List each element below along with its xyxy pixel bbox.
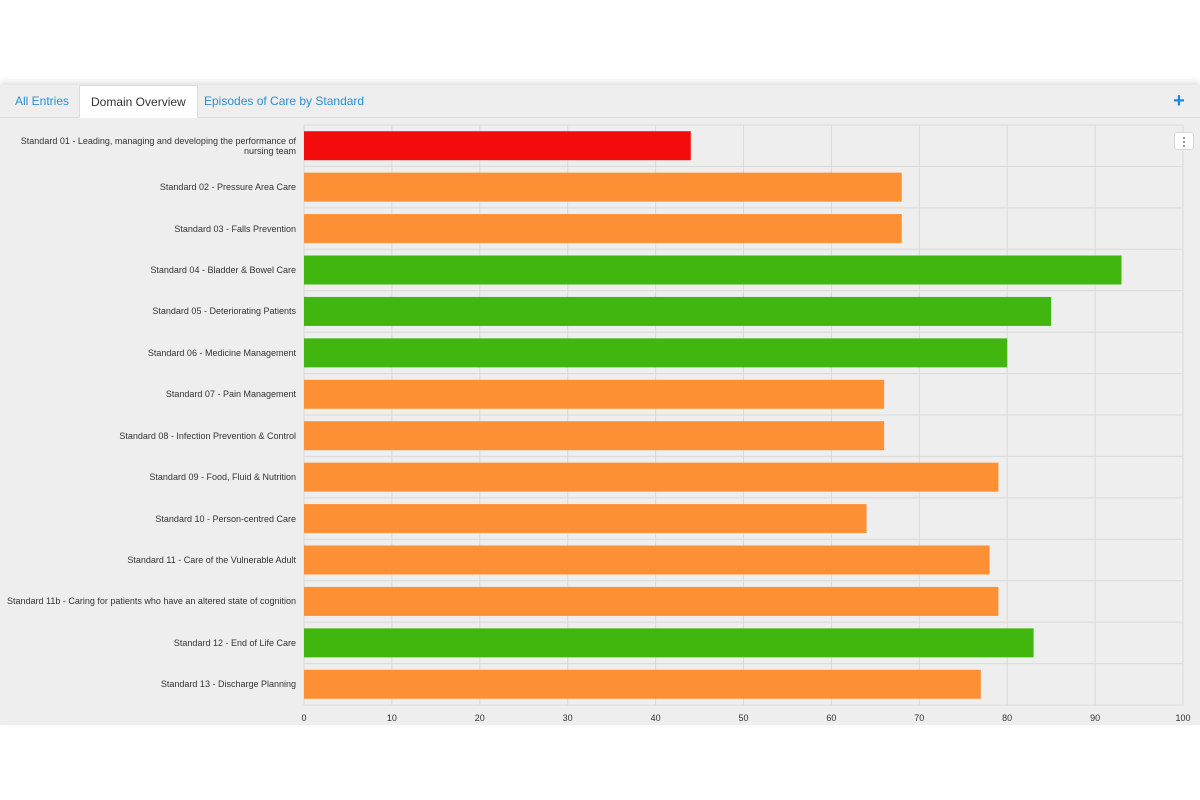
tab-bar: All Entries Domain Overview Episodes of … [0,85,1200,118]
bar-standard-11[interactable] [304,545,990,575]
chart-menu-button[interactable] [1174,132,1194,150]
ellipsis-dot [1183,145,1185,147]
bar-chart [303,124,1184,706]
app-panel: All Entries Domain Overview Episodes of … [0,85,1200,725]
chart-area: Standard 01 - Leading, managing and deve… [0,85,1200,725]
category-label: Standard 13 - Discharge Planning [160,679,296,690]
category-label: Standard 11 - Care of the Vulnerable Adu… [127,555,296,565]
bar-standard-1[interactable] [304,131,691,161]
bar-standard-7[interactable] [304,379,885,409]
bar-standard-9[interactable] [304,462,999,492]
x-tick-label: 80 [1002,713,1013,723]
bar-standard-3[interactable] [304,214,902,244]
category-label: Standard 05 - Deteriorating Patients [152,306,296,317]
x-tick-label: 10 [386,713,397,723]
bar-standard-5[interactable] [304,296,1052,326]
category-label: Standard 10 - Person-centred Care [155,513,296,524]
tab-domain-overview[interactable]: Domain Overview [79,85,198,118]
x-tick-label: 60 [826,713,837,723]
category-label: Standard 07 - Pain Management [165,389,296,400]
category-label: Standard 09 - Food, Fluid & Nutrition [149,472,296,483]
plus-icon: + [1173,90,1185,112]
category-label: Standard 11b - Caring for patients who h… [6,596,296,607]
bar-standard-4[interactable] [304,255,1122,285]
bar-standard-14[interactable] [304,669,981,699]
bar-standard-10[interactable] [304,504,867,534]
x-tick-label: 100 [1175,713,1191,723]
category-label: Standard 04 - Bladder & Bowel Care [150,265,296,275]
category-label: Standard 02 - Pressure Area Care [159,182,296,193]
tab-episodes-of-care[interactable]: Episodes of Care by Standard [204,94,365,108]
vertical-ellipsis-icon [1183,137,1185,139]
bar-standard-12[interactable] [304,586,999,616]
bar-standard-2[interactable] [304,172,902,202]
x-tick-label: 30 [562,713,573,723]
x-tick-label: 40 [650,713,661,723]
add-tab-button[interactable]: + [1170,91,1188,111]
category-label: Standard 12 - End of Life Care [173,637,296,648]
x-tick-label: 90 [1090,713,1101,723]
category-label: Standard 06 - Medicine Management [147,347,296,358]
bar-standard-6[interactable] [304,338,1008,368]
x-tick-label: 70 [914,713,925,723]
x-tick-label: 0 [301,713,307,723]
tab-all-entries[interactable]: All Entries [15,94,70,108]
category-label: Standard 03 - Falls Prevention [174,223,296,234]
category-label: Standard 08 - Infection Prevention & Con… [119,430,296,441]
bar-standard-13[interactable] [304,628,1034,658]
category-label: Standard 01 - Leading, managing and deve… [20,135,296,156]
ellipsis-dot [1183,141,1185,143]
x-tick-label: 50 [738,713,749,723]
x-tick-label: 20 [474,713,485,723]
bar-standard-8[interactable] [304,421,885,451]
